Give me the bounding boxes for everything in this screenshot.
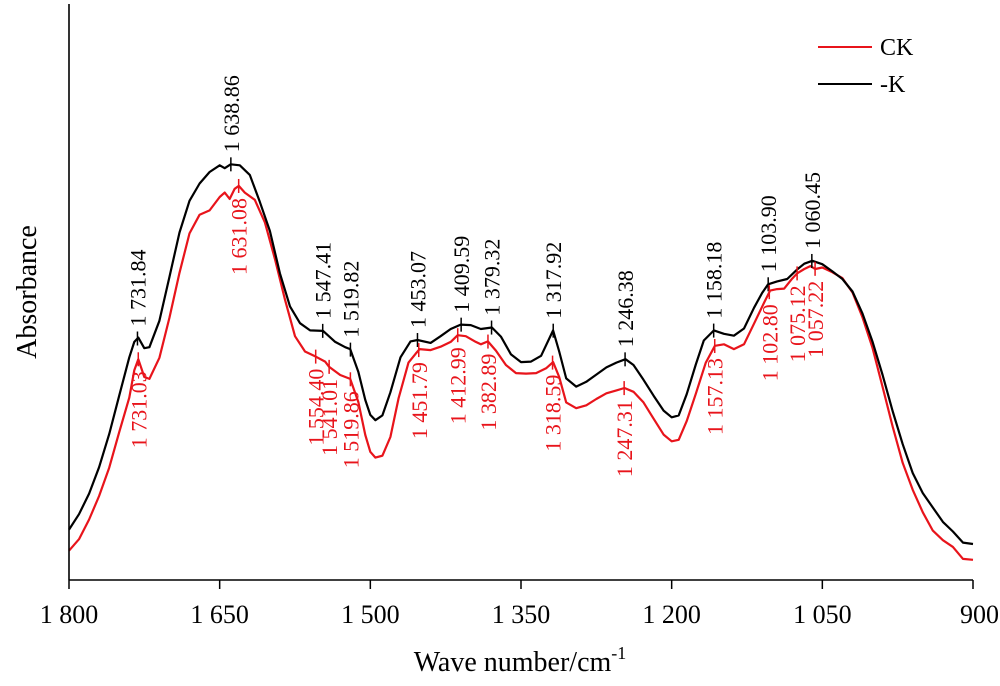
x-tick-label: 1 200	[642, 600, 701, 629]
ck-peak-label: 1 382.89	[476, 354, 501, 431]
ck-peak-label: 1 102.80	[757, 304, 782, 381]
series-line-minus-k	[68, 163, 974, 546]
minus-k-peak-label: 1 158.18	[702, 242, 727, 319]
minus-k-peak-label: 1 103.90	[756, 195, 781, 272]
minus-k-peak-label: 1 409.59	[449, 236, 474, 313]
axes	[68, 4, 973, 581]
minus-k-peak-label: 1 246.38	[613, 270, 638, 347]
minus-k-peak-label: 1 638.86	[219, 75, 244, 152]
x-tick-label: 900	[960, 600, 999, 629]
x-axis-label: Wave number/cm-1	[414, 643, 627, 678]
peak-annotations: 1 731.84 1 638.86 1 547.41 1 519.82 1 453.07…	[126, 75, 829, 477]
ck-peak-label: 1 412.99	[446, 347, 471, 424]
x-tick-label: 1 800	[40, 600, 99, 629]
x-tick-label: 1 650	[190, 600, 249, 629]
legend-label-minus-k: -K	[880, 72, 906, 98]
ck-peak-label: 1 541.01	[317, 379, 342, 456]
ck-peak-label: 1 057.22	[803, 281, 828, 358]
minus-k-peak-label: 1 379.32	[480, 239, 505, 316]
legend: CK -K	[818, 35, 914, 98]
ck-peak-label: 1 075.12	[785, 285, 810, 362]
ck-peak-label: 1 318.59	[541, 375, 566, 452]
x-axis-label-text: Wave number/cm	[414, 647, 612, 678]
x-axis-label-unit-exponent: -1	[611, 643, 626, 663]
ck-peak-label: 1 247.31	[612, 400, 637, 477]
x-ticks: 1 800 1 650 1 500 1 350 1 200 1 050 900	[40, 580, 999, 629]
legend-label-ck: CK	[880, 35, 914, 61]
ck-peak-label: 1 731.03	[126, 371, 151, 448]
minus-k-peak-label: 1 519.82	[338, 261, 363, 338]
series-layer	[68, 163, 974, 561]
y-axis-label: Absorbance	[12, 225, 43, 359]
ck-peak-label: 1 631.08	[227, 198, 252, 275]
x-tick-label: 1 350	[492, 600, 551, 629]
minus-k-peak-label: 1 317.92	[541, 242, 566, 319]
x-tick-label: 1 500	[341, 600, 400, 629]
minus-k-peak-label: 1 453.07	[406, 251, 431, 328]
x-tick-label: 1 050	[793, 600, 852, 629]
minus-k-peak-label: 1 547.41	[311, 242, 336, 319]
ck-peak-label: 1 451.79	[407, 362, 432, 439]
ck-peak-label: 1 554.40	[304, 369, 329, 446]
ck-peak-label: 1 519.86	[338, 391, 363, 468]
series-line-ck	[68, 184, 974, 561]
minus-k-peak-label: 1 060.45	[800, 172, 825, 249]
minus-k-peak-label: 1 731.84	[126, 250, 151, 327]
ck-peak-label: 1 157.13	[703, 358, 728, 435]
